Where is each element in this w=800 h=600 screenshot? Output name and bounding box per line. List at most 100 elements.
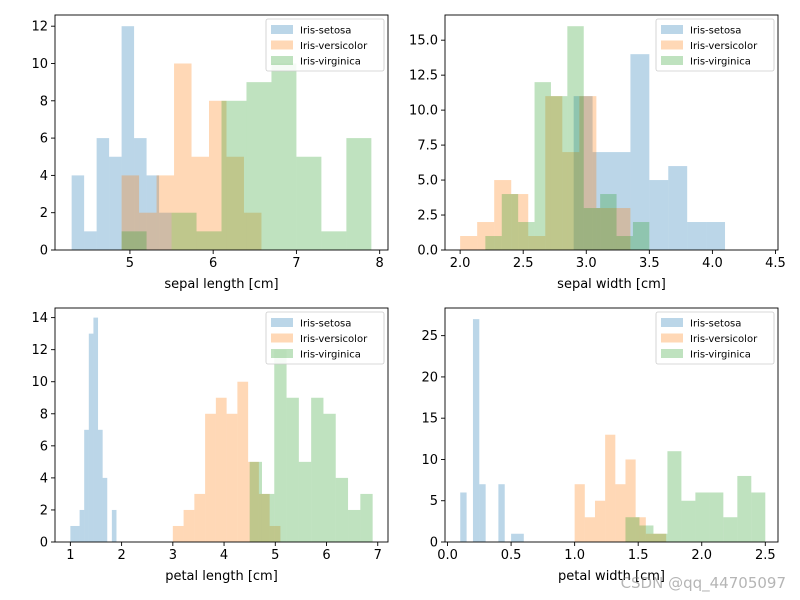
axes-frame <box>54 14 389 251</box>
legend-swatch-iris-virginica <box>271 349 293 358</box>
histogram-bar <box>248 461 259 542</box>
histogram-bar <box>172 525 184 542</box>
y-tick-label: 0 <box>40 536 48 551</box>
histogram-bar <box>215 397 227 542</box>
y-tick-label: 0 <box>40 244 48 259</box>
legend-swatch-iris-virginica <box>661 56 683 65</box>
histogram-bar <box>517 533 524 542</box>
x-tick-label: 0.5 <box>501 548 522 563</box>
histogram-bar <box>71 175 85 250</box>
histogram-bar <box>550 96 568 250</box>
y-tick-label: 10 <box>31 375 48 390</box>
histogram-bar <box>723 517 738 542</box>
histogram-bar <box>269 525 281 542</box>
legend-label-iris-virginica: Iris-virginica <box>690 350 751 361</box>
x-tick-label: 4 <box>220 548 228 563</box>
legend-swatch-iris-setosa <box>661 318 683 327</box>
histogram-bar <box>111 509 117 542</box>
histogram-bar <box>121 175 140 250</box>
x-tick-label: 2.0 <box>691 548 712 563</box>
watermark: CSDN @qq_44705097 <box>620 574 786 592</box>
y-tick-label: 12 <box>31 343 48 358</box>
y-tick-label: 10.0 <box>409 104 438 119</box>
legend-swatch-iris-versicolor <box>271 333 293 343</box>
histogram-bar <box>346 138 372 250</box>
histogram-bar <box>630 54 650 250</box>
legend-swatch-iris-setosa <box>661 25 683 34</box>
x-tick-label: 1.0 <box>564 548 585 563</box>
subplot-2: 2.0 2.5 3.0 3.5 4.0 4.5 0.0 2.5 5.0 7.5 10.0 12.5 15… <box>409 14 786 292</box>
histogram-bar <box>667 451 682 542</box>
x-axis-label: petal width [cm] <box>558 569 665 584</box>
histogram-bar <box>511 194 529 250</box>
y-tick-label: 6 <box>40 439 48 454</box>
series-iris-versicolor <box>121 63 262 251</box>
histogram-bar <box>611 152 631 250</box>
histogram-bar <box>579 96 597 250</box>
histogram-bar <box>600 194 617 250</box>
histogram-bar <box>84 429 89 542</box>
legend-label-iris-setosa: Iris-setosa <box>690 319 741 330</box>
histogram-bar <box>518 222 535 250</box>
histogram-bar <box>460 236 478 250</box>
x-tick-label: 6 <box>322 548 330 563</box>
histogram-bar <box>194 493 206 542</box>
histogram-bar <box>498 484 505 542</box>
legend-box <box>655 311 775 365</box>
histogram-bar <box>494 180 512 250</box>
histogram-bar <box>472 319 480 542</box>
x-axis-label: sepal width [cm] <box>557 277 666 292</box>
histogram-bar <box>545 96 563 250</box>
histogram-bar <box>134 138 147 250</box>
histogram-bar <box>246 82 272 251</box>
x-tick-label: 7 <box>292 256 300 271</box>
x-tick-label: 2.5 <box>513 256 534 271</box>
x-axis-label: petal length [cm] <box>165 569 278 584</box>
histogram-bar <box>335 477 349 542</box>
histogram-bar <box>655 533 667 542</box>
histogram-bar <box>615 484 626 542</box>
series-iris-versicolor <box>172 381 281 542</box>
histogram-bar <box>102 477 108 542</box>
histogram-bar <box>534 82 551 251</box>
y-tick-label: 20 <box>421 370 438 385</box>
y-tick-label: 4 <box>40 471 48 486</box>
histogram-bar <box>567 26 584 250</box>
histogram-bar <box>156 175 175 250</box>
axes-frame <box>444 307 779 543</box>
histogram-bar <box>298 461 312 542</box>
histogram-bar <box>501 194 519 250</box>
histogram-bar <box>79 509 85 542</box>
series-iris-setosa <box>573 54 726 250</box>
histogram-bar <box>653 533 668 542</box>
series-iris-virginica <box>625 451 766 542</box>
subplot-4: 0.0 0.5 1.0 1.5 2.0 2.5 0 5 10 15 20 25 petal width … <box>421 307 779 584</box>
histogram-bar <box>249 461 262 542</box>
histogram-bar <box>274 349 287 542</box>
y-tick-label: 4 <box>40 169 48 184</box>
histogram-bar <box>596 208 614 250</box>
y-tick-label: 5.0 <box>417 174 438 189</box>
x-tick-label: 0.0 <box>437 548 458 563</box>
legend-label-iris-virginica: Iris-virginica <box>300 57 361 68</box>
y-tick-label: 15.0 <box>409 34 438 49</box>
histogram-bar <box>237 381 249 542</box>
histogram-bar <box>584 517 595 542</box>
histogram-bar <box>706 222 726 250</box>
histogram-bar <box>221 100 247 251</box>
histogram-bar <box>625 517 640 542</box>
x-tick-label: 2.5 <box>755 548 776 563</box>
histogram-bar <box>616 236 633 250</box>
histogram-bar <box>121 231 147 250</box>
histogram-bar <box>460 492 467 542</box>
x-tick-label: 7 <box>374 548 382 563</box>
histogram-bar <box>573 96 593 250</box>
histogram-bar <box>681 500 696 542</box>
x-axis-label: sepal length [cm] <box>164 277 278 292</box>
histogram-bar <box>84 231 97 250</box>
series-iris-setosa <box>71 26 172 250</box>
series-iris-virginica <box>121 63 372 251</box>
legend-swatch-iris-versicolor <box>271 40 293 50</box>
histogram-bar <box>226 413 238 542</box>
